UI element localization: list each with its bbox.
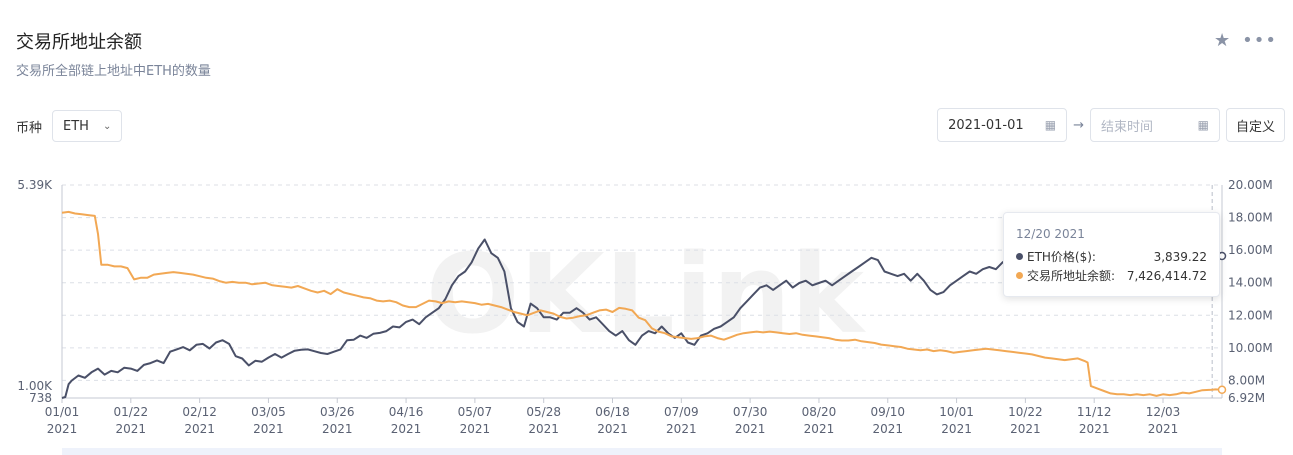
- x-tick-year: 2021: [597, 422, 628, 436]
- coin-selector-group: 币种 ETH ⌄: [16, 110, 123, 142]
- x-tick-label: 08/20: [802, 405, 837, 419]
- x-tick-year: 2021: [322, 422, 353, 436]
- x-tick-label: 10/01: [939, 405, 974, 419]
- x-tick-year: 2021: [460, 422, 491, 436]
- x-tick-year: 2021: [1079, 422, 1110, 436]
- right-axis-tick: 6.92M: [1228, 391, 1265, 405]
- coin-select-value: ETH: [63, 118, 89, 134]
- x-tick-year: 2021: [1010, 422, 1041, 436]
- left-axis-tick: 738: [29, 391, 52, 405]
- chart-area[interactable]: OKLink 20.00M 18.00M 16.00M 14.00M 12.00M 10.0…: [0, 170, 1293, 455]
- page-title: 交易所地址余额: [16, 32, 142, 53]
- end-date-input[interactable]: 结束时间 ▦: [1089, 108, 1220, 142]
- right-axis-tick: 14.00M: [1228, 276, 1273, 290]
- balance-dot-icon: [1016, 272, 1023, 279]
- coin-label: 币种: [16, 120, 43, 136]
- x-tick-label: 05/07: [458, 405, 493, 419]
- x-tick-label: 11/12: [1077, 405, 1112, 419]
- right-axis-tick: 12.00M: [1228, 308, 1273, 322]
- x-tick-label: 09/10: [870, 405, 905, 419]
- x-tick-year: 2021: [528, 422, 559, 436]
- x-tick-year: 2021: [804, 422, 835, 436]
- x-tick-year: 2021: [391, 422, 422, 436]
- tooltip-balance-label: 交易所地址余额:: [1027, 269, 1116, 283]
- tooltip-row-balance: 交易所地址余额: 7,426,414.72: [1016, 266, 1207, 285]
- chevron-down-icon: ⌄: [102, 120, 112, 132]
- tooltip-date: 12/20 2021: [1016, 227, 1085, 241]
- right-axis-tick: 16.00M: [1228, 243, 1273, 257]
- price-dot-icon: [1016, 253, 1023, 260]
- date-range-group: 2021-01-01 ▦ → 结束时间 ▦ 自定义: [937, 108, 1285, 142]
- tooltip-row-price: ETH价格($): 3,839.22: [1016, 247, 1207, 266]
- x-tick-label: 06/18: [595, 405, 630, 419]
- right-axis-tick: 8.00M: [1228, 373, 1265, 387]
- tooltip-balance-value: 7,426,414.72: [1126, 268, 1207, 283]
- range-slider-band[interactable]: [62, 448, 1222, 455]
- right-axis-tick: 18.00M: [1228, 211, 1273, 225]
- x-tick-label: 07/09: [664, 405, 699, 419]
- chart-tooltip: 12/20 2021 ETH价格($): 3,839.22 交易所地址余额: 7…: [1003, 212, 1220, 297]
- x-tick-year: 2021: [47, 422, 78, 436]
- page-subtitle: 交易所全部链上地址中ETH的数量: [16, 64, 211, 79]
- coin-select[interactable]: ETH ⌄: [52, 110, 123, 142]
- x-tick-year: 2021: [1148, 422, 1179, 436]
- x-tick-year: 2021: [116, 422, 147, 436]
- end-date-placeholder: 结束时间: [1100, 119, 1153, 135]
- x-tick-year: 2021: [184, 422, 215, 436]
- x-tick-year: 2021: [872, 422, 903, 436]
- custom-range-button[interactable]: 自定义: [1225, 108, 1285, 142]
- x-tick-year: 2021: [735, 422, 766, 436]
- x-tick-label: 01/01: [45, 405, 80, 419]
- x-tick-label: 02/12: [182, 405, 217, 419]
- series-exchange-balance: [61, 210, 1223, 397]
- tooltip-price-value: 3,839.22: [1153, 249, 1207, 264]
- right-axis-tick: 10.00M: [1228, 341, 1273, 355]
- x-tick-label: 04/16: [389, 405, 424, 419]
- more-icon[interactable]: •••: [1242, 30, 1277, 51]
- arrow-right-icon: →: [1073, 117, 1084, 133]
- x-tick-year: 2021: [253, 422, 284, 436]
- x-tick-label: 10/22: [1008, 405, 1043, 419]
- x-tick-label: 03/26: [320, 405, 355, 419]
- start-date-input[interactable]: 2021-01-01 ▦: [937, 108, 1068, 142]
- start-date-value: 2021-01-01: [948, 117, 1024, 133]
- x-tick-year: 2021: [666, 422, 697, 436]
- tooltip-price-label: ETH价格($):: [1027, 250, 1096, 264]
- left-axis-tick: 1.00K: [17, 379, 53, 393]
- x-tick-label: 07/30: [733, 405, 768, 419]
- x-tick-label: 03/05: [251, 405, 286, 419]
- x-tick-year: 2021: [941, 422, 972, 436]
- calendar-icon: ▦: [1197, 118, 1209, 132]
- star-icon[interactable]: ★: [1214, 30, 1231, 51]
- left-axis-tick: 5.39K: [17, 178, 53, 192]
- watermark-text: OKLink: [426, 230, 867, 358]
- right-axis-tick: 20.00M: [1228, 178, 1273, 192]
- calendar-icon: ▦: [1044, 118, 1057, 132]
- x-tick-label: 12/03: [1146, 405, 1181, 419]
- x-tick-label: 05/28: [526, 405, 561, 419]
- balance-point: [1217, 385, 1227, 395]
- x-tick-label: 01/22: [114, 405, 149, 419]
- top-actions: ★ •••: [1214, 30, 1277, 51]
